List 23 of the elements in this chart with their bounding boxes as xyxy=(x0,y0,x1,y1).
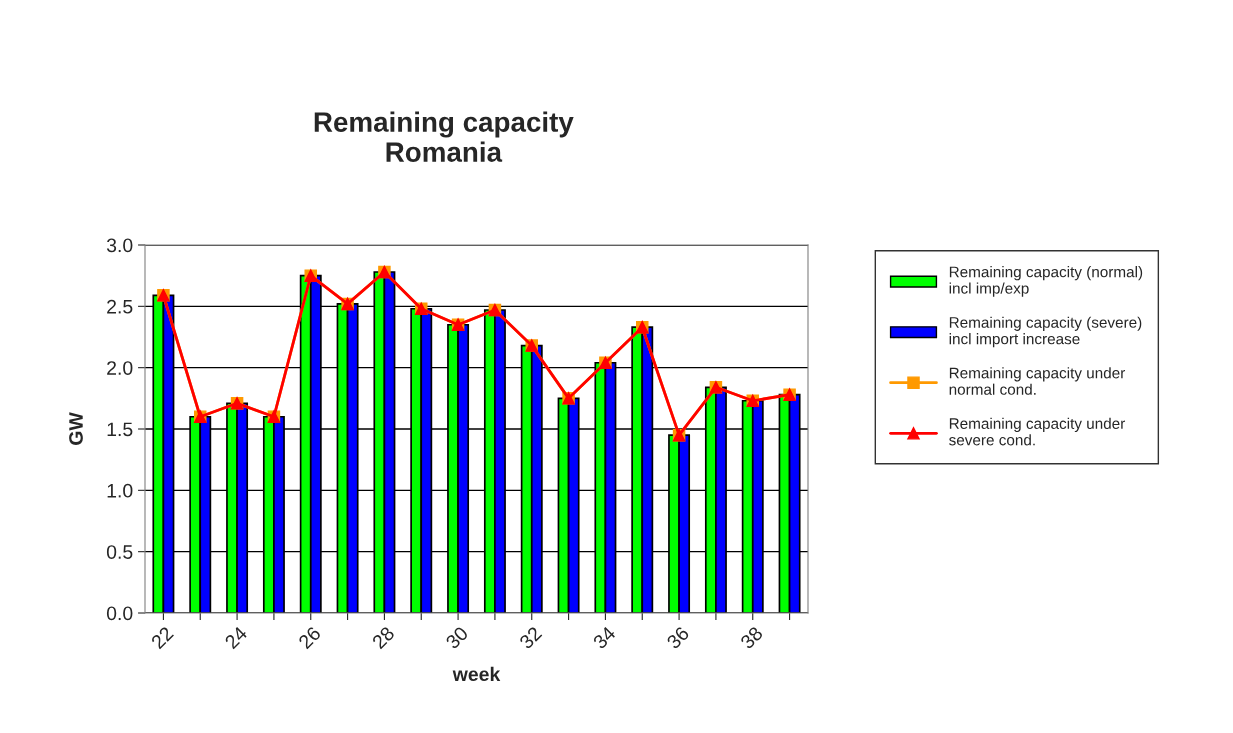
x-tick-label: 26 xyxy=(297,625,322,650)
x-tick-label: 30 xyxy=(444,625,469,650)
x-tick-label: 28 xyxy=(371,625,396,650)
x-tick-label: 36 xyxy=(665,625,690,650)
y-tick-label: 2.5 xyxy=(107,299,133,314)
y-tick-label: 1.0 xyxy=(107,483,133,498)
x-tick-label: 32 xyxy=(518,625,543,650)
x-tick-label: 24 xyxy=(224,625,248,650)
y-tick-label: 0.0 xyxy=(106,606,133,621)
legend-label: Remaining capacity under normal cond. xyxy=(949,367,1126,395)
chart-title: Remaining capacity Romania xyxy=(314,111,574,162)
x-tick-label: 22 xyxy=(150,625,174,650)
x-axis-title: week xyxy=(452,666,501,682)
legend-label: Remaining capacity under severe cond. xyxy=(949,417,1126,446)
y-tick-label: 3.0 xyxy=(106,238,133,253)
y-tick-label: 2.0 xyxy=(107,361,133,375)
y-tick-label: 1.5 xyxy=(107,422,133,437)
x-tick-label: 34 xyxy=(592,625,617,650)
x-tick-label: 38 xyxy=(739,625,764,650)
legend-label: Remaining capacity (normal) incl imp/exp xyxy=(949,266,1143,297)
legend-label: Remaining capacity (severe) incl import increase xyxy=(949,316,1142,348)
y-tick-label: 0.5 xyxy=(106,545,133,559)
y-axis-title: GW xyxy=(69,412,83,445)
